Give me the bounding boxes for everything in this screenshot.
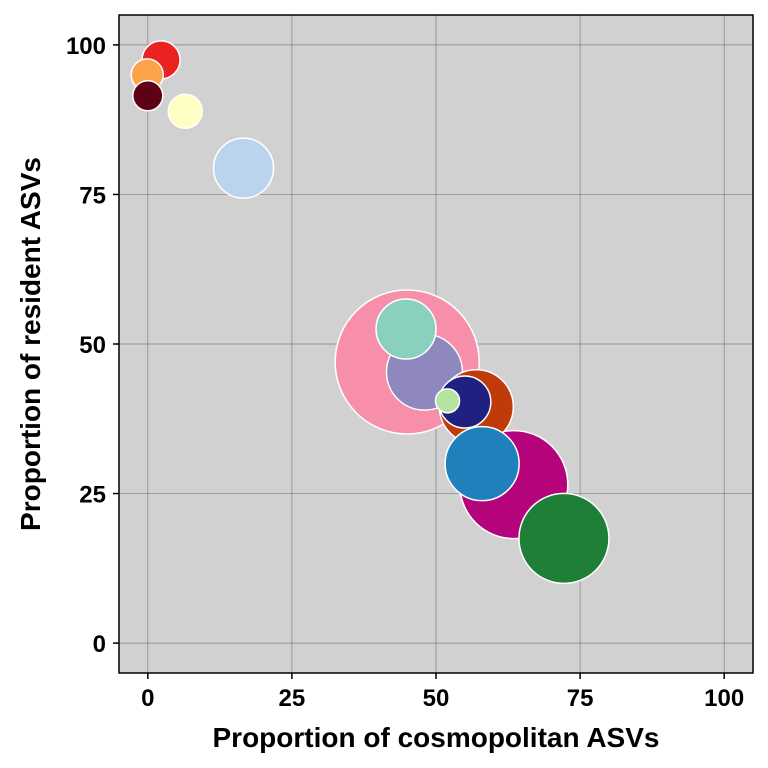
bubble-point bbox=[132, 80, 164, 112]
x-tick-label: 25 bbox=[279, 685, 306, 712]
y-tick-label: 25 bbox=[79, 482, 106, 509]
y-axis-label: Proportion of resident ASVs bbox=[15, 157, 46, 531]
x-axis-label: Proportion of cosmopolitan ASVs bbox=[213, 722, 660, 753]
x-tick-label: 0 bbox=[141, 685, 154, 712]
y-tick-label: 50 bbox=[79, 332, 106, 359]
bubble-point bbox=[375, 298, 437, 360]
y-tick-label: 0 bbox=[93, 631, 106, 658]
x-tick-label: 50 bbox=[423, 685, 450, 712]
x-tick-label: 100 bbox=[704, 685, 744, 712]
bubble-point bbox=[167, 93, 204, 130]
x-axis-ticks: 0 25 50 75 100 bbox=[141, 673, 744, 712]
y-tick-label: 75 bbox=[79, 182, 106, 209]
y-axis-ticks: 0 25 50 75 100 bbox=[66, 33, 119, 658]
x-tick-label: 75 bbox=[567, 685, 594, 712]
bubble-point bbox=[212, 137, 275, 199]
y-tick-label: 100 bbox=[66, 33, 106, 60]
bubble-point bbox=[434, 388, 461, 414]
bubble-points bbox=[130, 40, 610, 585]
bubble-point bbox=[444, 425, 520, 502]
bubble-point bbox=[518, 492, 610, 585]
